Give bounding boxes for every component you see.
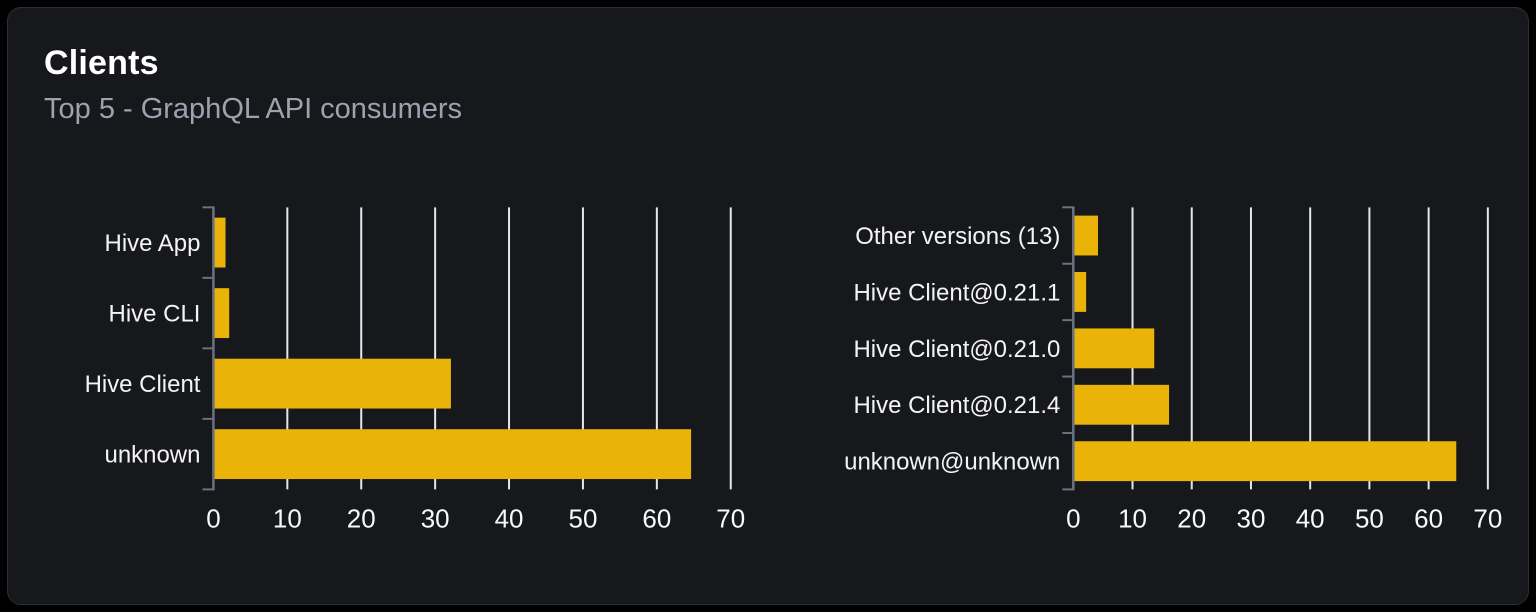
panel-title: Clients (44, 44, 159, 82)
bar-hive-app[interactable] (214, 217, 226, 268)
x-tick-label-50: 50 (1355, 505, 1384, 533)
panel-subtitle: Top 5 - GraphQL API consumers (44, 92, 463, 125)
bar-hive-cli[interactable] (214, 288, 230, 339)
category-label-hive-cli: Hive CLI (109, 301, 201, 328)
clients-by-version-chart: Other versions (13) Hive Client@0.21.1 Hiv… (844, 206, 1502, 533)
x-tick-label-60: 60 (1414, 505, 1443, 533)
x-tick-label-40: 40 (1296, 505, 1325, 533)
category-label-hive-client-0-21-0: Hive Client@0.21.0 (854, 336, 1061, 363)
category-label-unknown: unknown (105, 442, 201, 469)
x-tick-label-50: 50 (569, 505, 598, 533)
x-tick-label-0: 0 (206, 505, 220, 533)
bar-unknown[interactable] (214, 429, 692, 480)
x-tick-label-20: 20 (1177, 505, 1206, 533)
x-tick-label-0: 0 (1066, 505, 1080, 533)
x-tick-label-10: 10 (1118, 505, 1147, 533)
x-tick-label-70: 70 (716, 505, 745, 533)
charts-canvas: Hive App Hive CLI Hive Client unknown 0 10 20 3… (85, 206, 1502, 533)
x-tick-label-60: 60 (642, 505, 671, 533)
category-label-hive-client: Hive Client (85, 371, 201, 398)
panel-header: Clients Top 5 - GraphQL API consumers (44, 42, 462, 127)
bar-hive-client-0-21-1[interactable] (1074, 272, 1087, 312)
category-label-other-versions-13-: Other versions (13) (855, 223, 1060, 250)
bar-hive-client-0-21-4[interactable] (1074, 384, 1170, 425)
x-tick-label-30: 30 (421, 505, 450, 533)
bar-unknown-unknown[interactable] (1074, 441, 1457, 482)
category-label-hive-client-0-21-4: Hive Client@0.21.4 (854, 392, 1061, 419)
x-tick-label-20: 20 (347, 505, 376, 533)
category-label-hive-app: Hive App (105, 230, 201, 257)
category-label-hive-client-0-21-1: Hive Client@0.21.1 (854, 279, 1061, 306)
x-tick-label-40: 40 (495, 505, 524, 533)
x-tick-label-30: 30 (1237, 505, 1266, 533)
bar-hive-client-0-21-0[interactable] (1074, 328, 1155, 369)
bar-hive-client[interactable] (214, 358, 451, 409)
category-label-unknown-unknown: unknown@unknown (844, 449, 1060, 476)
bar-other-versions-13-[interactable] (1074, 215, 1098, 256)
clients-by-name-chart: Hive App Hive CLI Hive Client unknown 0 10 20 3… (85, 206, 745, 533)
x-tick-label-70: 70 (1473, 505, 1502, 533)
x-tick-label-10: 10 (273, 505, 302, 533)
clients-panel: Clients Top 5 - GraphQL API consumers Hi… (7, 7, 1529, 605)
